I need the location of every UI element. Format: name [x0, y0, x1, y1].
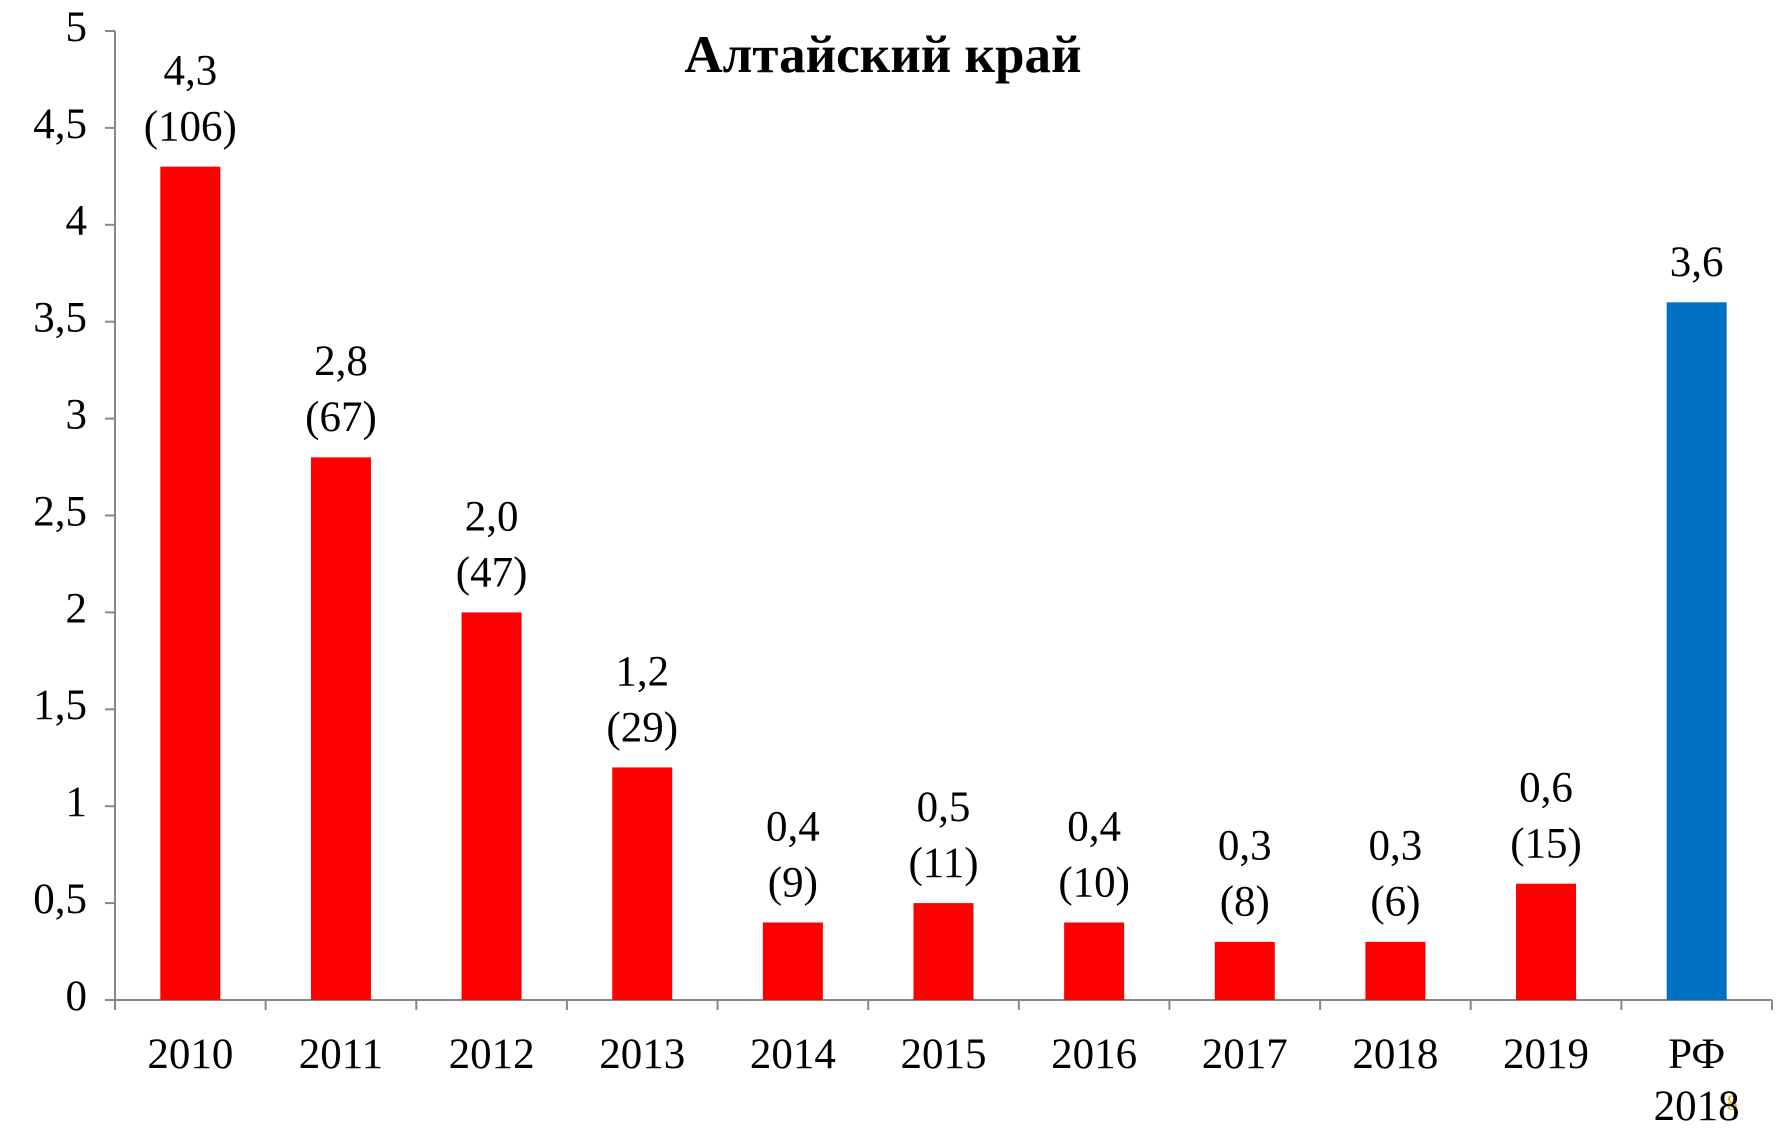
x-tick-label: 2013	[599, 1031, 685, 1078]
value-label: 1,2	[615, 648, 669, 695]
value-label: 0,3	[1369, 823, 1423, 870]
y-tick-label: 3	[66, 391, 88, 438]
y-tick-label: 2	[66, 585, 88, 632]
x-tick-label: 2010	[147, 1031, 233, 1078]
bar	[160, 166, 221, 1000]
value-label: 2,8	[314, 338, 368, 385]
page-number: 8	[1727, 1090, 1738, 1115]
annotation: (15)	[1510, 821, 1582, 868]
x-tick-label: 2016	[1051, 1031, 1137, 1078]
bar	[762, 922, 823, 1000]
x-tick-label: 2011	[299, 1031, 383, 1078]
y-tick-label: 0,5	[33, 876, 87, 923]
y-tick-label: 1,5	[33, 682, 87, 729]
y-tick-label: 0	[66, 973, 88, 1020]
value-label: 0,5	[917, 784, 971, 831]
value-label: 0,6	[1519, 765, 1573, 812]
bar	[1365, 941, 1426, 1000]
value-label: 4,3	[163, 48, 217, 95]
y-tick-label: 2,5	[33, 488, 87, 535]
value-label: 3,6	[1670, 239, 1724, 286]
annotation: (29)	[606, 704, 678, 751]
y-tick-label: 3,5	[33, 295, 87, 342]
annotation: (11)	[908, 840, 978, 887]
y-tick-label: 1	[66, 779, 88, 826]
x-tick-label: 2017	[1202, 1031, 1288, 1078]
value-label: 0,4	[1067, 803, 1121, 850]
value-label: 0,4	[766, 803, 820, 850]
value-label: 2,0	[465, 493, 519, 540]
bar	[612, 767, 673, 1000]
chart-title: Алтайский край	[684, 26, 1081, 84]
annotation: (9)	[768, 859, 818, 906]
annotation: (47)	[456, 549, 528, 596]
bar	[1516, 883, 1577, 1000]
bar	[310, 457, 371, 1000]
bar	[461, 612, 522, 1000]
bar	[1666, 302, 1727, 1000]
annotation: (106)	[144, 104, 237, 151]
annotation: (67)	[305, 394, 377, 441]
x-tick-label: 2012	[449, 1031, 535, 1078]
x-tick-label: РФ 2018	[1654, 1031, 1740, 1130]
bar	[1064, 922, 1125, 1000]
annotation: (6)	[1370, 879, 1420, 926]
value-label: 0,3	[1218, 823, 1272, 870]
x-tick-label: 2015	[901, 1031, 987, 1078]
annotation: (8)	[1220, 879, 1270, 926]
x-tick-label: 2014	[750, 1031, 836, 1078]
y-tick-label: 5	[66, 4, 88, 51]
y-tick-label: 4,5	[33, 101, 87, 148]
annotation: (10)	[1058, 859, 1130, 906]
bar	[913, 903, 974, 1000]
x-tick-label: 2019	[1503, 1031, 1589, 1078]
y-tick-label: 4	[66, 198, 88, 245]
x-tick-label: 2018	[1352, 1031, 1438, 1078]
bar	[1214, 941, 1275, 1000]
